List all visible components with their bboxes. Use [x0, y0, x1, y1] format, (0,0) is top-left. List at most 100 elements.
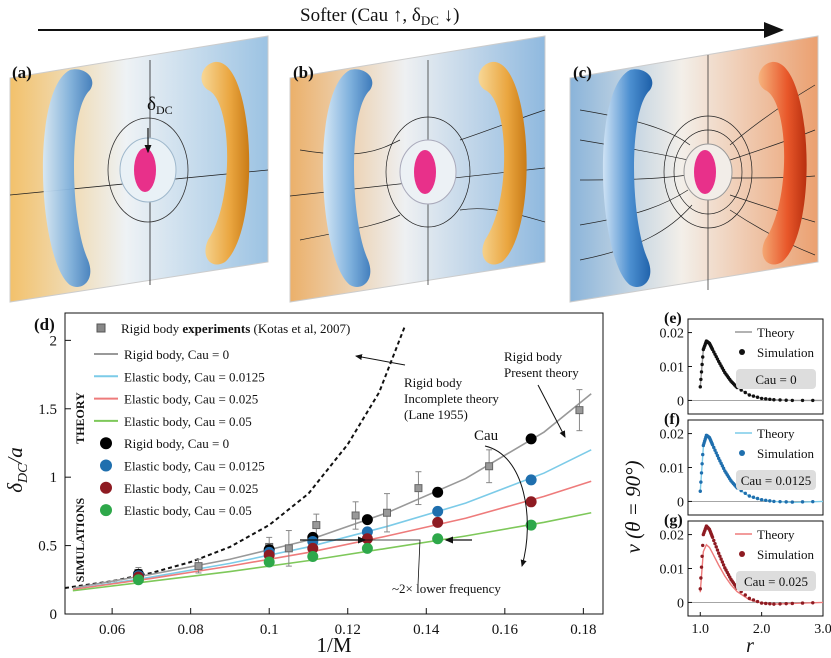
simulation-dot [699, 370, 704, 374]
simulation-dot [800, 500, 805, 504]
cau-box [736, 571, 816, 591]
simulation-dot [743, 390, 747, 395]
legend-marker [739, 450, 745, 456]
panel-b-label: (b) [293, 63, 314, 82]
y-tick-label: 0.01 [660, 462, 685, 477]
simulation-dot [811, 398, 815, 403]
legend-simulation-label: Simulation [757, 547, 815, 562]
simulation-dot [714, 451, 718, 455]
simulation-dot [699, 480, 703, 484]
simulation-dot [759, 601, 764, 605]
simulation-dot [713, 448, 717, 452]
y-tick-label: 0.02 [660, 529, 685, 544]
cau-box [736, 470, 816, 490]
legend-marker [739, 349, 745, 355]
simulation-dot [710, 535, 715, 539]
simulation-dot [698, 587, 702, 591]
panel-c-render: (c) [569, 35, 819, 303]
simulation-point [307, 551, 319, 563]
y-tick-label: 0.5 [38, 539, 57, 555]
x-tick-label: 0.18 [570, 622, 596, 638]
experiment-point [284, 544, 293, 553]
panel-b-render: (b) [289, 35, 546, 303]
x-tick-label: 0.1 [260, 622, 279, 638]
annot-cau: Cau [474, 428, 499, 444]
legend-label: Elastic body, Cau = 0.0125 [124, 369, 265, 384]
panel-a-label: (a) [12, 63, 32, 82]
softer-arrow: Softer (Cau ↑, δDC ↓) [38, 4, 784, 38]
cau-box-label: Cau = 0.025 [744, 574, 808, 589]
legend-theory-label: Theory [757, 426, 795, 441]
y-tick-label: 0.02 [660, 428, 685, 443]
lane-theory-line [64, 326, 406, 589]
x-tick-label: 0.14 [413, 622, 440, 638]
legend-simulation-label: Simulation [757, 446, 815, 461]
simulation-point [361, 514, 373, 526]
simulation-point [432, 533, 444, 545]
simulation-dot [716, 456, 721, 461]
panel-e-label: (e) [664, 310, 682, 327]
simulation-dot [712, 538, 716, 543]
simulation-point [361, 533, 373, 545]
simulation-dot [790, 601, 795, 606]
simulation-dot [701, 543, 705, 548]
simulation-dot [743, 491, 747, 495]
simulation-dot [768, 602, 772, 606]
simulation-dot [811, 499, 815, 504]
experiment-point [351, 511, 360, 520]
simulation-dot [778, 602, 782, 606]
simulation-dot [700, 462, 704, 466]
simulation-dot [699, 565, 704, 569]
simulation-dot [784, 601, 788, 606]
simulation-dot [764, 498, 768, 502]
y-tick-label: 0 [677, 596, 684, 611]
simulation-dot [800, 398, 805, 403]
legend-theory-label: Theory [757, 325, 795, 340]
simulation-dot [710, 443, 715, 447]
simulation-dot [715, 548, 720, 552]
y-tick-label: 1 [50, 470, 58, 486]
simulation-dot [772, 398, 776, 402]
chart-d-legend: Rigid body experiments (Kotas et al, 200… [73, 321, 350, 582]
simulation-dot [790, 398, 795, 403]
legend-label: Elastic body, Cau = 0.025 [124, 481, 258, 496]
x-tick-label: 0.12 [335, 622, 361, 638]
panel-a-render: δDC (a) [9, 35, 269, 303]
legend-label: Elastic body, Cau = 0.05 [124, 414, 252, 429]
y-tick-label: 0.01 [660, 563, 685, 578]
chart-g: (g) 0 0.01 0.02 1.0 2.0 3.0 Theory Simulation Cau… [660, 512, 831, 637]
simulation-dot [743, 593, 747, 597]
simulation-dot [751, 598, 756, 602]
experiment-point [194, 562, 203, 571]
legend-label: Rigid body, Cau = 0 [124, 436, 229, 451]
simulation-dot [699, 377, 703, 382]
cau-box [736, 369, 816, 389]
simulation-dot [720, 464, 725, 468]
simulation-dot [755, 395, 760, 399]
simulation-dot [747, 393, 752, 397]
legend-experiment-marker [96, 323, 106, 333]
legend-theory-label: Theory [757, 527, 795, 542]
simulation-dot [721, 466, 726, 471]
simulation-dot [698, 385, 702, 389]
simulation-dot [747, 494, 752, 498]
simulation-point [525, 474, 537, 486]
shared-ylabel: v (θ = 90°) [621, 461, 645, 554]
legend-marker [739, 551, 745, 557]
simulation-dot [772, 602, 776, 606]
annot-lane-3: (Lane 1955) [404, 407, 468, 422]
annot-freq: ~2× lower frequency [392, 581, 501, 596]
simulation-point [432, 505, 444, 517]
simulation-point [525, 433, 537, 445]
simulation-point [525, 496, 537, 508]
simulation-dot [701, 355, 705, 359]
legend-label: Elastic body, Cau = 0.025 [124, 392, 258, 407]
simulation-dot [721, 563, 726, 567]
simulation-point [263, 556, 275, 568]
simulation-dot [755, 496, 760, 501]
simulation-dot [764, 397, 768, 401]
delta-dc-label: δDC [147, 94, 173, 117]
experiment-point [414, 484, 423, 493]
panel-c-label: (c) [573, 63, 592, 82]
